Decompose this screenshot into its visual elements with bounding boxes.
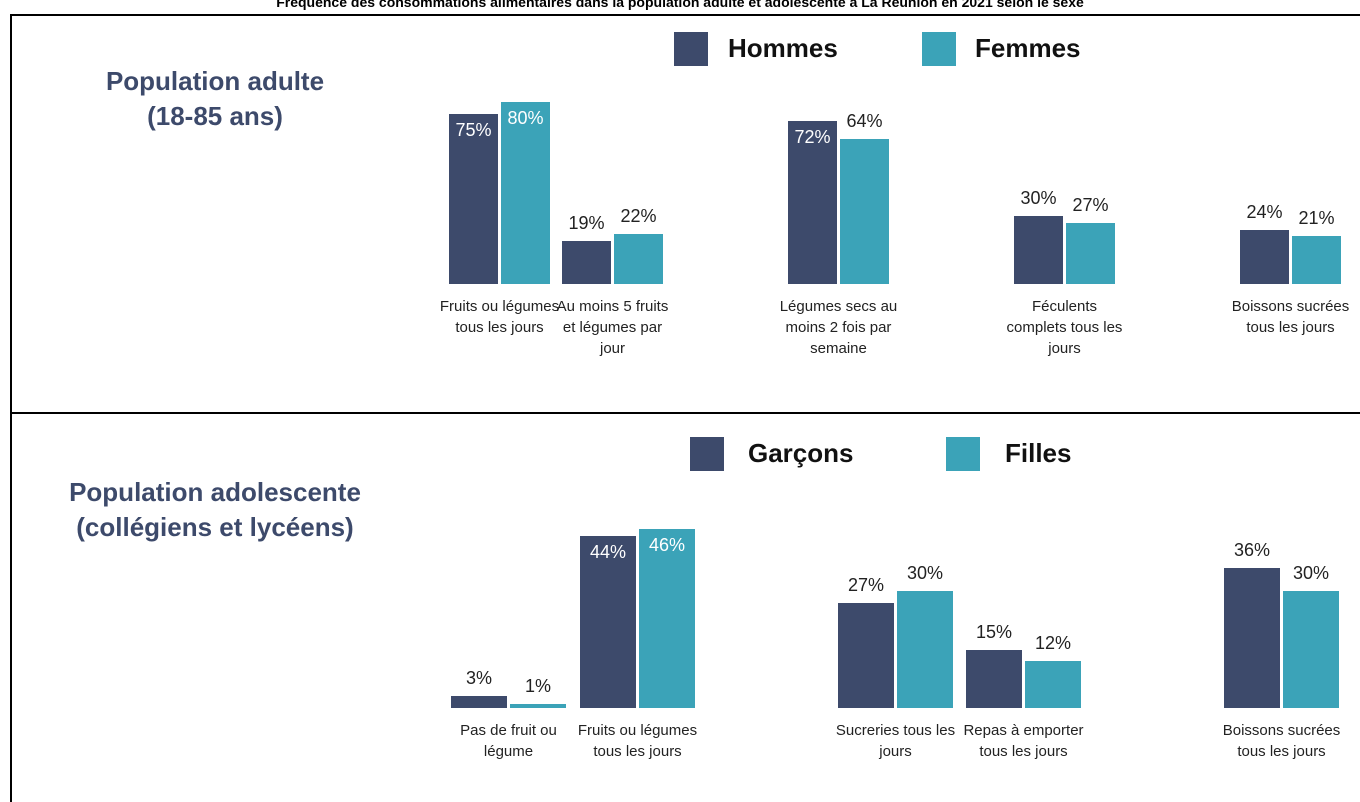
value-label: 46% (629, 535, 705, 556)
category-label: Sucreries tous les jours (833, 720, 958, 762)
category-label: Boissons sucrées tous les jours (1219, 720, 1344, 762)
panel-heading: Population adulte (15, 66, 415, 97)
bar (1240, 230, 1289, 284)
bar (1014, 216, 1063, 284)
value-label: 22% (604, 206, 673, 227)
category-label: Fruits ou légumes tous les jours (440, 296, 560, 338)
bar (501, 102, 550, 284)
bar (840, 139, 889, 284)
bar (510, 704, 566, 708)
bar (1224, 568, 1280, 708)
value-label: 21% (1282, 208, 1351, 229)
legend-label: Garçons (748, 438, 854, 469)
value-label: 12% (1015, 633, 1091, 654)
category-label: Boissons sucrées tous les jours (1231, 296, 1351, 338)
value-label: 36% (1214, 540, 1290, 561)
legend-swatch (946, 437, 980, 471)
bar (1292, 236, 1341, 284)
category-label: Légumes secs au moins 2 fois par semaine (779, 296, 899, 359)
bar (562, 241, 611, 284)
bar (838, 603, 894, 708)
panel-heading: (18-85 ans) (15, 101, 415, 132)
legend-swatch (690, 437, 724, 471)
infographic: Fréquence des consommations alimentaires… (0, 0, 1360, 802)
category-label: Repas à emporter tous les jours (961, 720, 1086, 762)
panel-heading: (collégiens et lycéens) (15, 512, 415, 543)
category-label: Fruits ou légumes tous les jours (575, 720, 700, 762)
value-label: 27% (1056, 195, 1125, 216)
bar (966, 650, 1022, 709)
value-label: 64% (830, 111, 899, 132)
bar (451, 696, 507, 708)
value-label: 30% (1273, 563, 1349, 584)
category-label: Au moins 5 fruits et légumes par jour (553, 296, 673, 359)
panel-heading: Population adolescente (15, 477, 415, 508)
legend-label: Filles (1005, 438, 1071, 469)
bar (897, 591, 953, 708)
bar (1066, 223, 1115, 284)
category-label: Pas de fruit ou légume (446, 720, 571, 762)
value-label: 1% (500, 676, 576, 697)
bar (1283, 591, 1339, 708)
legend-swatch (674, 32, 708, 66)
bar (614, 234, 663, 284)
bar (1025, 661, 1081, 708)
category-label: Féculents complets tous les jours (1005, 296, 1125, 359)
value-label: 30% (887, 563, 963, 584)
page-title: Fréquence des consommations alimentaires… (0, 0, 1360, 10)
value-label: 80% (491, 108, 560, 129)
legend-swatch (922, 32, 956, 66)
legend-label: Hommes (728, 33, 838, 64)
legend-label: Femmes (975, 33, 1081, 64)
